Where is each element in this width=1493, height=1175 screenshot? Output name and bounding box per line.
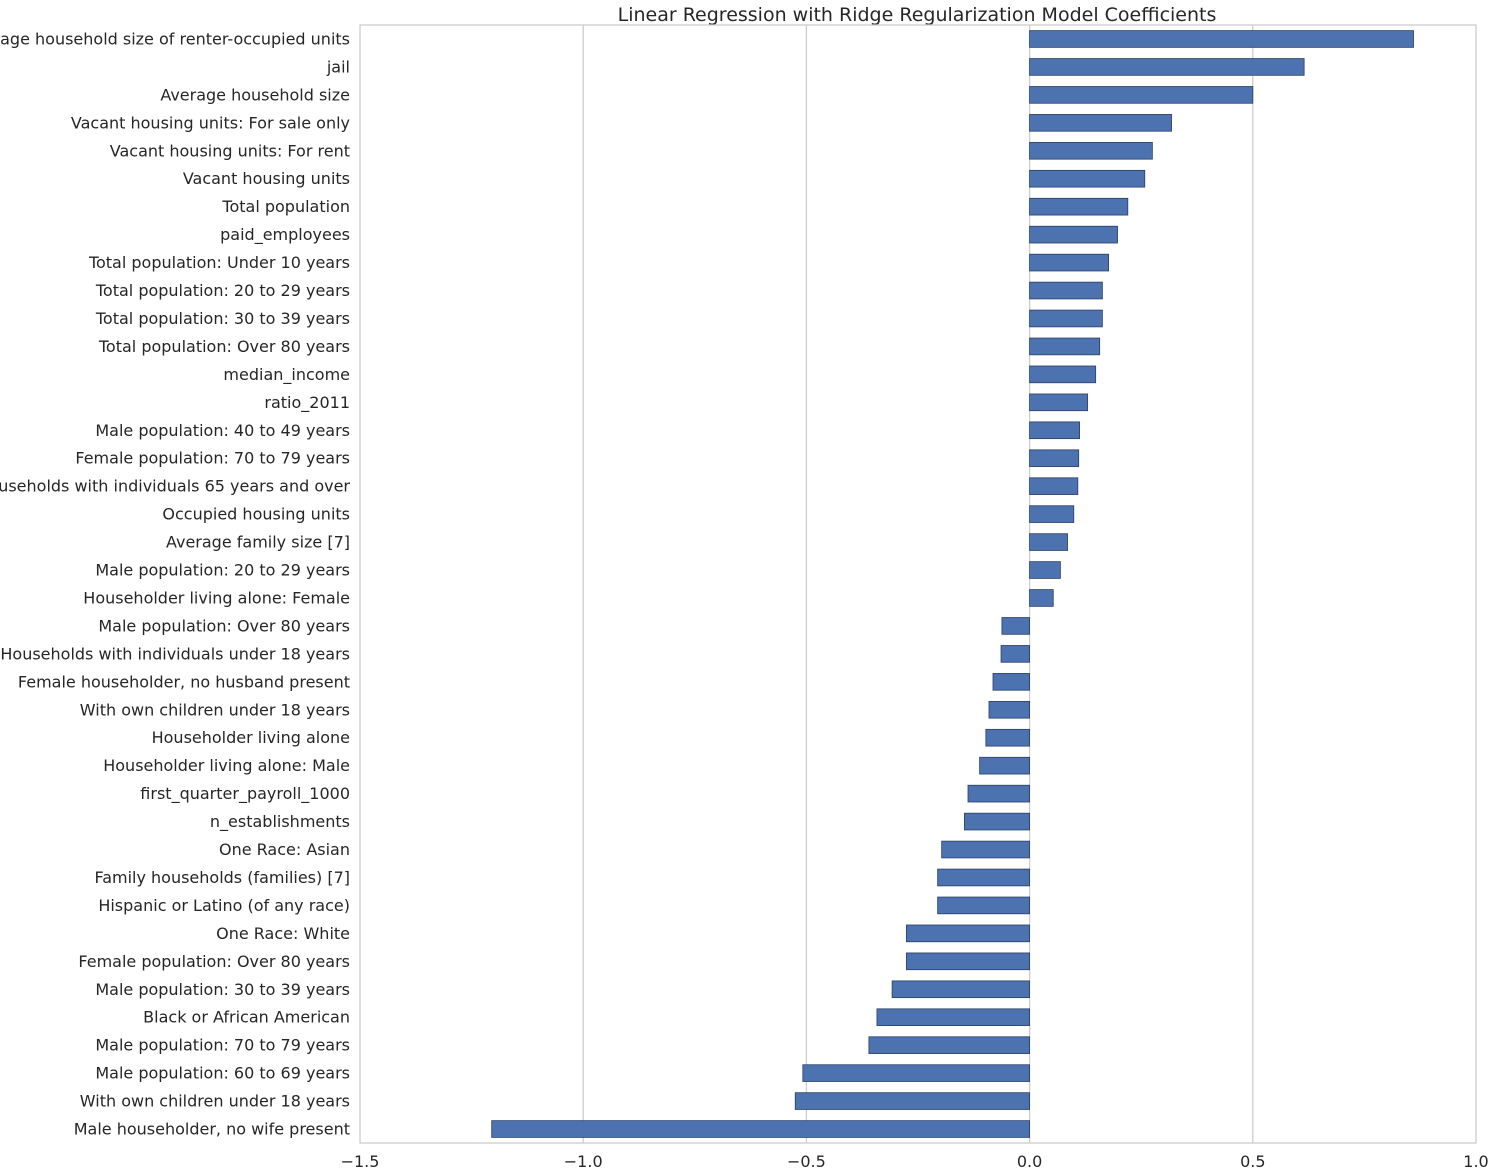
category-label: With own children under 18 years [80,700,350,719]
bar-8 [1029,253,1110,272]
category-label: One Race: Asian [219,840,350,859]
bar-0 [1029,30,1414,48]
category-label: Black or African American [143,1008,350,1027]
category-label: Total population: Under 10 years [88,253,350,272]
category-label: ratio_2011 [264,393,350,413]
category-label: One Race: White [216,924,350,943]
bar-35 [876,1008,1031,1027]
x-tick-label: 0.0 [1017,1152,1042,1171]
x-tick-label: 1.0 [1463,1152,1488,1171]
category-label: Average household size of renter-occupie… [0,29,350,48]
bar-21 [1001,617,1031,635]
plot-area-frame [359,24,1477,1144]
bar-15 [1029,449,1080,468]
bar-12 [1029,365,1097,384]
category-label: Male population: Over 80 years [98,616,350,635]
category-label: Male population: 70 to 79 years [95,1036,350,1055]
category-label: Households with individuals 65 years and… [0,477,350,496]
bar-20 [1029,589,1054,607]
bar-1 [1029,58,1305,76]
bar-22 [1000,645,1030,663]
bar-17 [1029,505,1075,523]
category-label: Occupied housing units [162,505,350,524]
bar-11 [1029,337,1101,356]
bar-33 [905,952,1031,971]
bar-31 [937,896,1030,915]
bar-14 [1029,421,1080,440]
category-label: With own children under 18 years [80,1092,350,1111]
bar-7 [1029,225,1118,244]
grid-lines [582,25,1254,1143]
bar-3 [1029,114,1172,132]
category-label: jail [326,57,350,76]
bar-2 [1029,86,1254,104]
category-label: first_quarter_payroll_1000 [140,784,350,804]
bar-6 [1029,197,1129,216]
category-labels: Average household size of renter-occupie… [0,29,350,1138]
x-tick-label: −1.5 [341,1152,380,1171]
category-label: Male population: 40 to 49 years [95,421,350,440]
category-label: Vacant housing units [183,169,350,188]
x-tick-labels: −1.5 −1.0 −0.5 0.0 0.5 1.0 [341,1152,1489,1171]
bar-28 [964,812,1030,831]
bar-36 [868,1036,1030,1054]
bar-26 [979,756,1031,775]
category-label: Male householder, no wife present [74,1120,350,1139]
category-label: Male population: 30 to 39 years [95,980,350,999]
bars [491,30,1414,1138]
x-tick-label: −0.5 [787,1152,826,1171]
bar-5 [1029,169,1146,188]
category-label: Households with individuals under 18 yea… [0,644,350,663]
bar-10 [1029,309,1103,328]
category-label: Female population: 70 to 79 years [75,449,350,468]
bar-18 [1029,533,1068,551]
bar-25 [985,728,1030,747]
bar-16 [1029,477,1079,495]
category-label: Total population: 20 to 29 years [95,281,350,300]
bar-23 [992,673,1030,691]
bar-37 [802,1064,1030,1082]
category-label: Female householder, no husband present [18,672,350,691]
category-label: Average household size [160,85,350,104]
category-label: Male population: 20 to 29 years [95,561,350,580]
category-label: Householder living alone: Female [83,588,350,607]
category-label: Vacant housing units: For rent [110,141,350,160]
bar-13 [1029,393,1089,412]
bar-38 [794,1092,1030,1110]
bar-32 [905,924,1031,943]
category-label: Hispanic or Latino (of any race) [98,896,350,915]
category-label: Average family size [7] [166,533,350,552]
category-label: Family households (families) [7] [94,868,350,887]
x-tick-label: 0.5 [1240,1152,1265,1171]
bar-24 [988,700,1030,719]
category-label: Vacant housing units: For sale only [71,113,350,132]
bar-27 [967,784,1031,803]
category-label: Householder living alone: Male [103,756,350,775]
category-label: paid_employees [220,225,350,245]
category-label: Total population: 30 to 39 years [95,309,350,328]
category-label: Total population [221,197,350,216]
category-label: Total population: Over 80 years [98,337,350,356]
x-tick-label: −1.0 [564,1152,603,1171]
category-label: Householder living alone [152,728,350,747]
bar-39 [491,1120,1030,1138]
chart-title: Linear Regression with Ridge Regularizat… [618,4,1217,26]
bar-29 [941,840,1030,859]
bar-30 [937,868,1030,887]
category-label: median_income [223,365,350,385]
bar-9 [1029,281,1103,300]
category-label: Female population: Over 80 years [78,952,350,971]
category-label: Male population: 60 to 69 years [95,1064,350,1083]
bar-19 [1029,561,1061,579]
category-label: n_establishments [210,812,350,832]
bar-4 [1029,141,1153,160]
bar-34 [891,980,1031,999]
